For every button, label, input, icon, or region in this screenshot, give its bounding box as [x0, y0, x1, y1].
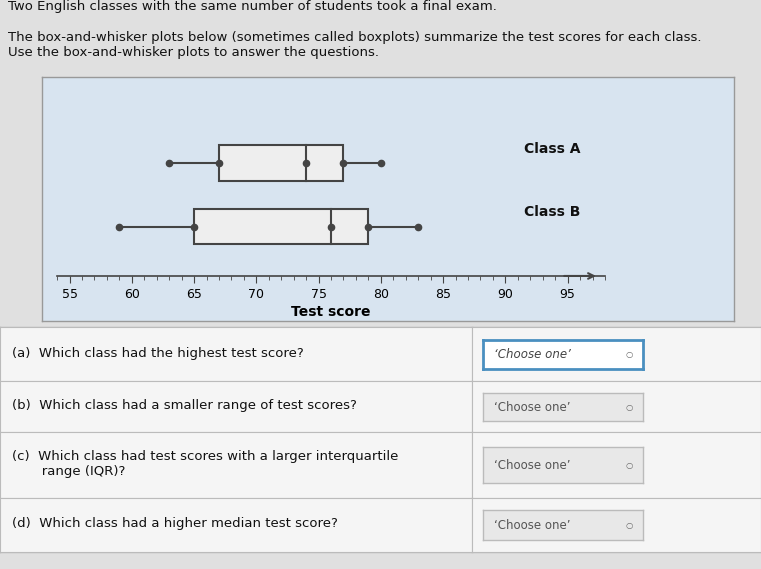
Text: Class B: Class B [524, 205, 580, 220]
Bar [194, 209, 368, 244]
Text: ‘Choose one’: ‘Choose one’ [495, 459, 571, 472]
Text: Two English classes with the same number of students took a final exam.: Two English classes with the same number… [8, 0, 496, 13]
Text: ○: ○ [625, 350, 632, 359]
Text: ○: ○ [625, 403, 632, 411]
Text: Class A: Class A [524, 142, 580, 156]
Text: The box-and-whisker plots below (sometimes called boxplots) summarize the test s: The box-and-whisker plots below (sometim… [8, 31, 701, 59]
Bar [219, 146, 343, 181]
Text: (c)  Which class had test scores with a larger interquartile
       range (IQR)?: (c) Which class had test scores with a l… [12, 450, 398, 478]
Text: ‘Choose one’: ‘Choose one’ [495, 348, 572, 361]
X-axis label: Test score: Test score [291, 305, 371, 319]
Text: ‘Choose one’: ‘Choose one’ [495, 519, 571, 531]
Text: ○: ○ [625, 461, 632, 470]
Text: ‘Choose one’: ‘Choose one’ [495, 401, 571, 414]
Text: (d)  Which class had a higher median test score?: (d) Which class had a higher median test… [12, 517, 338, 530]
Text: (b)  Which class had a smaller range of test scores?: (b) Which class had a smaller range of t… [12, 399, 357, 413]
Text: (a)  Which class had the highest test score?: (a) Which class had the highest test sco… [12, 347, 304, 360]
Text: ○: ○ [625, 521, 632, 530]
